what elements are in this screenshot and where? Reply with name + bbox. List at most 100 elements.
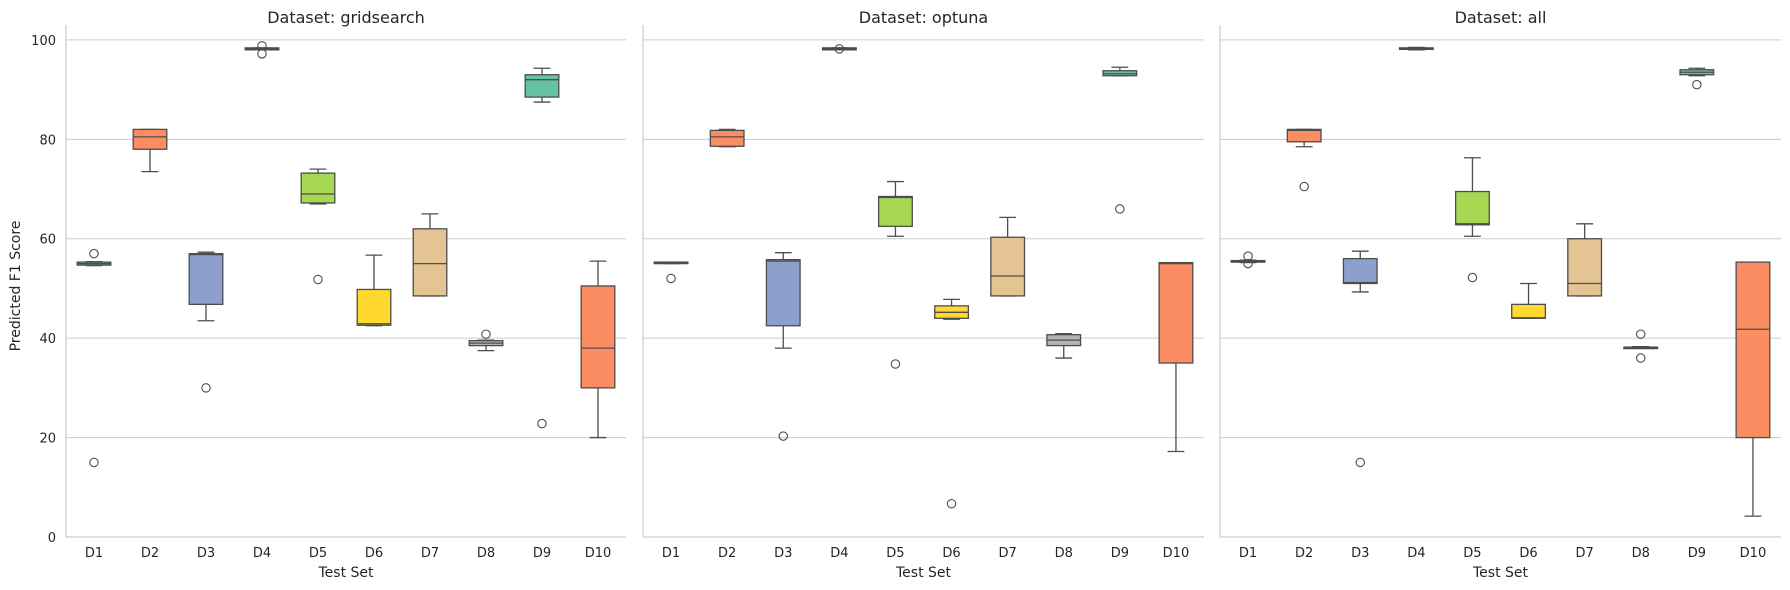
outlier-point — [834, 44, 845, 54]
box-D5 — [300, 168, 336, 285]
box-body — [188, 253, 224, 306]
box-D7 — [990, 216, 1026, 297]
box-D7 — [1567, 223, 1603, 297]
box-D8 — [1046, 333, 1082, 359]
box-body — [1511, 303, 1547, 319]
x-tick-label: D2 — [718, 546, 736, 561]
x-tick-label: D8 — [477, 546, 495, 561]
box-D4 — [821, 44, 857, 54]
box-body — [990, 236, 1026, 297]
box-D4 — [1398, 46, 1434, 51]
x-tick-label: D1 — [85, 546, 103, 561]
box-body — [1454, 190, 1490, 226]
box-D2 — [1286, 128, 1322, 192]
x-tick-label: D8 — [1632, 546, 1650, 561]
outlier-point — [89, 248, 99, 259]
x-tick-label: D9 — [1688, 546, 1706, 561]
outlier-point — [1355, 457, 1366, 468]
x-tick-label: D4 — [830, 546, 848, 561]
outlier-point — [1636, 353, 1646, 363]
x-tick-label: D10 — [1740, 546, 1767, 561]
x-tick-label: D2 — [1295, 546, 1313, 561]
x-tick-label: D10 — [585, 546, 612, 561]
y-axis-label: Predicted F1 Score — [8, 221, 24, 352]
outlier-point — [257, 49, 267, 59]
panel-title: Dataset: gridsearch — [267, 8, 425, 27]
x-axis-label: Test Set — [1472, 565, 1529, 581]
panel-2: Dataset: optuna D1 D2 D3 D4 D5 D6 D7 D8 D9 D10 Test… — [642, 8, 1204, 581]
x-tick-label: D6 — [365, 546, 383, 561]
x-tick-label: D3 — [1351, 546, 1369, 561]
box-D1 — [1230, 251, 1266, 269]
x-axis-label: Test Set — [317, 565, 374, 581]
box-D1 — [653, 261, 689, 284]
y-tick-label: 0 — [48, 531, 56, 546]
y-tick-label: 20 — [39, 432, 56, 447]
x-tick-label: D1 — [1239, 546, 1257, 561]
outlier-point — [313, 274, 323, 285]
box-D3 — [765, 252, 801, 441]
box-D5 — [1454, 157, 1490, 283]
box-D9 — [1102, 66, 1138, 214]
outlier-point — [537, 418, 547, 429]
box-D10 — [580, 260, 616, 439]
box-D10 — [1735, 261, 1771, 517]
box-D3 — [1342, 250, 1378, 468]
box-body — [300, 172, 336, 204]
box-D10 — [1158, 261, 1194, 453]
box-body — [1735, 261, 1771, 439]
box-D6 — [1511, 282, 1547, 319]
panel-1: Dataset: gridsearch 0 20 40 60 80 100 D1 D2 D3 D4 D… — [31, 8, 626, 581]
outlier-point — [1692, 79, 1702, 90]
x-tick-label: D7 — [421, 546, 439, 561]
outlier-point — [946, 498, 957, 509]
x-tick-label: D5 — [886, 546, 904, 561]
box-body — [1567, 238, 1603, 297]
y-tick-label: 80 — [39, 133, 56, 148]
x-tick-label: D10 — [1163, 546, 1190, 561]
box-D1 — [76, 248, 112, 468]
x-tick-label: D7 — [999, 546, 1017, 561]
outlier-point — [89, 457, 99, 468]
box-D8 — [468, 329, 504, 352]
outlier-point — [481, 329, 491, 339]
box-body — [765, 258, 801, 327]
outlier-point — [1115, 204, 1125, 214]
y-tick-label: 40 — [39, 332, 56, 347]
x-tick-label: D5 — [309, 546, 327, 561]
x-tick-label: D5 — [1463, 546, 1481, 561]
box-D2 — [132, 128, 168, 173]
box-body — [356, 288, 392, 326]
box-body — [1158, 261, 1194, 364]
outlier-point — [666, 273, 676, 284]
x-tick-label: D7 — [1576, 546, 1594, 561]
x-tick-label: D4 — [253, 546, 271, 561]
x-tick-label: D3 — [774, 546, 792, 561]
box-D3 — [188, 251, 224, 393]
panel-3: Dataset: all D1 D2 D3 D4 D5 D6 D7 D8 D9 D10 Test Se… — [1219, 8, 1781, 581]
x-tick-label: D6 — [942, 546, 960, 561]
box-D9 — [1679, 67, 1715, 90]
box-D9 — [524, 67, 560, 429]
outlier-point — [201, 383, 211, 393]
x-tick-label: D4 — [1407, 546, 1425, 561]
outlier-point — [778, 431, 788, 441]
x-tick-label: D1 — [662, 546, 680, 561]
box-D6 — [934, 298, 970, 509]
x-tick-label: D2 — [141, 546, 159, 561]
outlier-point — [1467, 272, 1478, 283]
box-body — [132, 128, 168, 150]
box-D4 — [244, 41, 280, 59]
box-body — [580, 285, 616, 389]
x-axis-label: Test Set — [895, 565, 952, 581]
box-D2 — [709, 128, 745, 148]
box-body — [1286, 128, 1322, 143]
box-body — [877, 195, 913, 227]
box-D8 — [1623, 329, 1659, 363]
outlier-point — [1299, 181, 1309, 192]
panel-title: Dataset: optuna — [859, 8, 988, 27]
outlier-point — [1636, 329, 1646, 339]
y-tick-label: 100 — [31, 34, 56, 49]
outlier-point — [890, 359, 901, 369]
